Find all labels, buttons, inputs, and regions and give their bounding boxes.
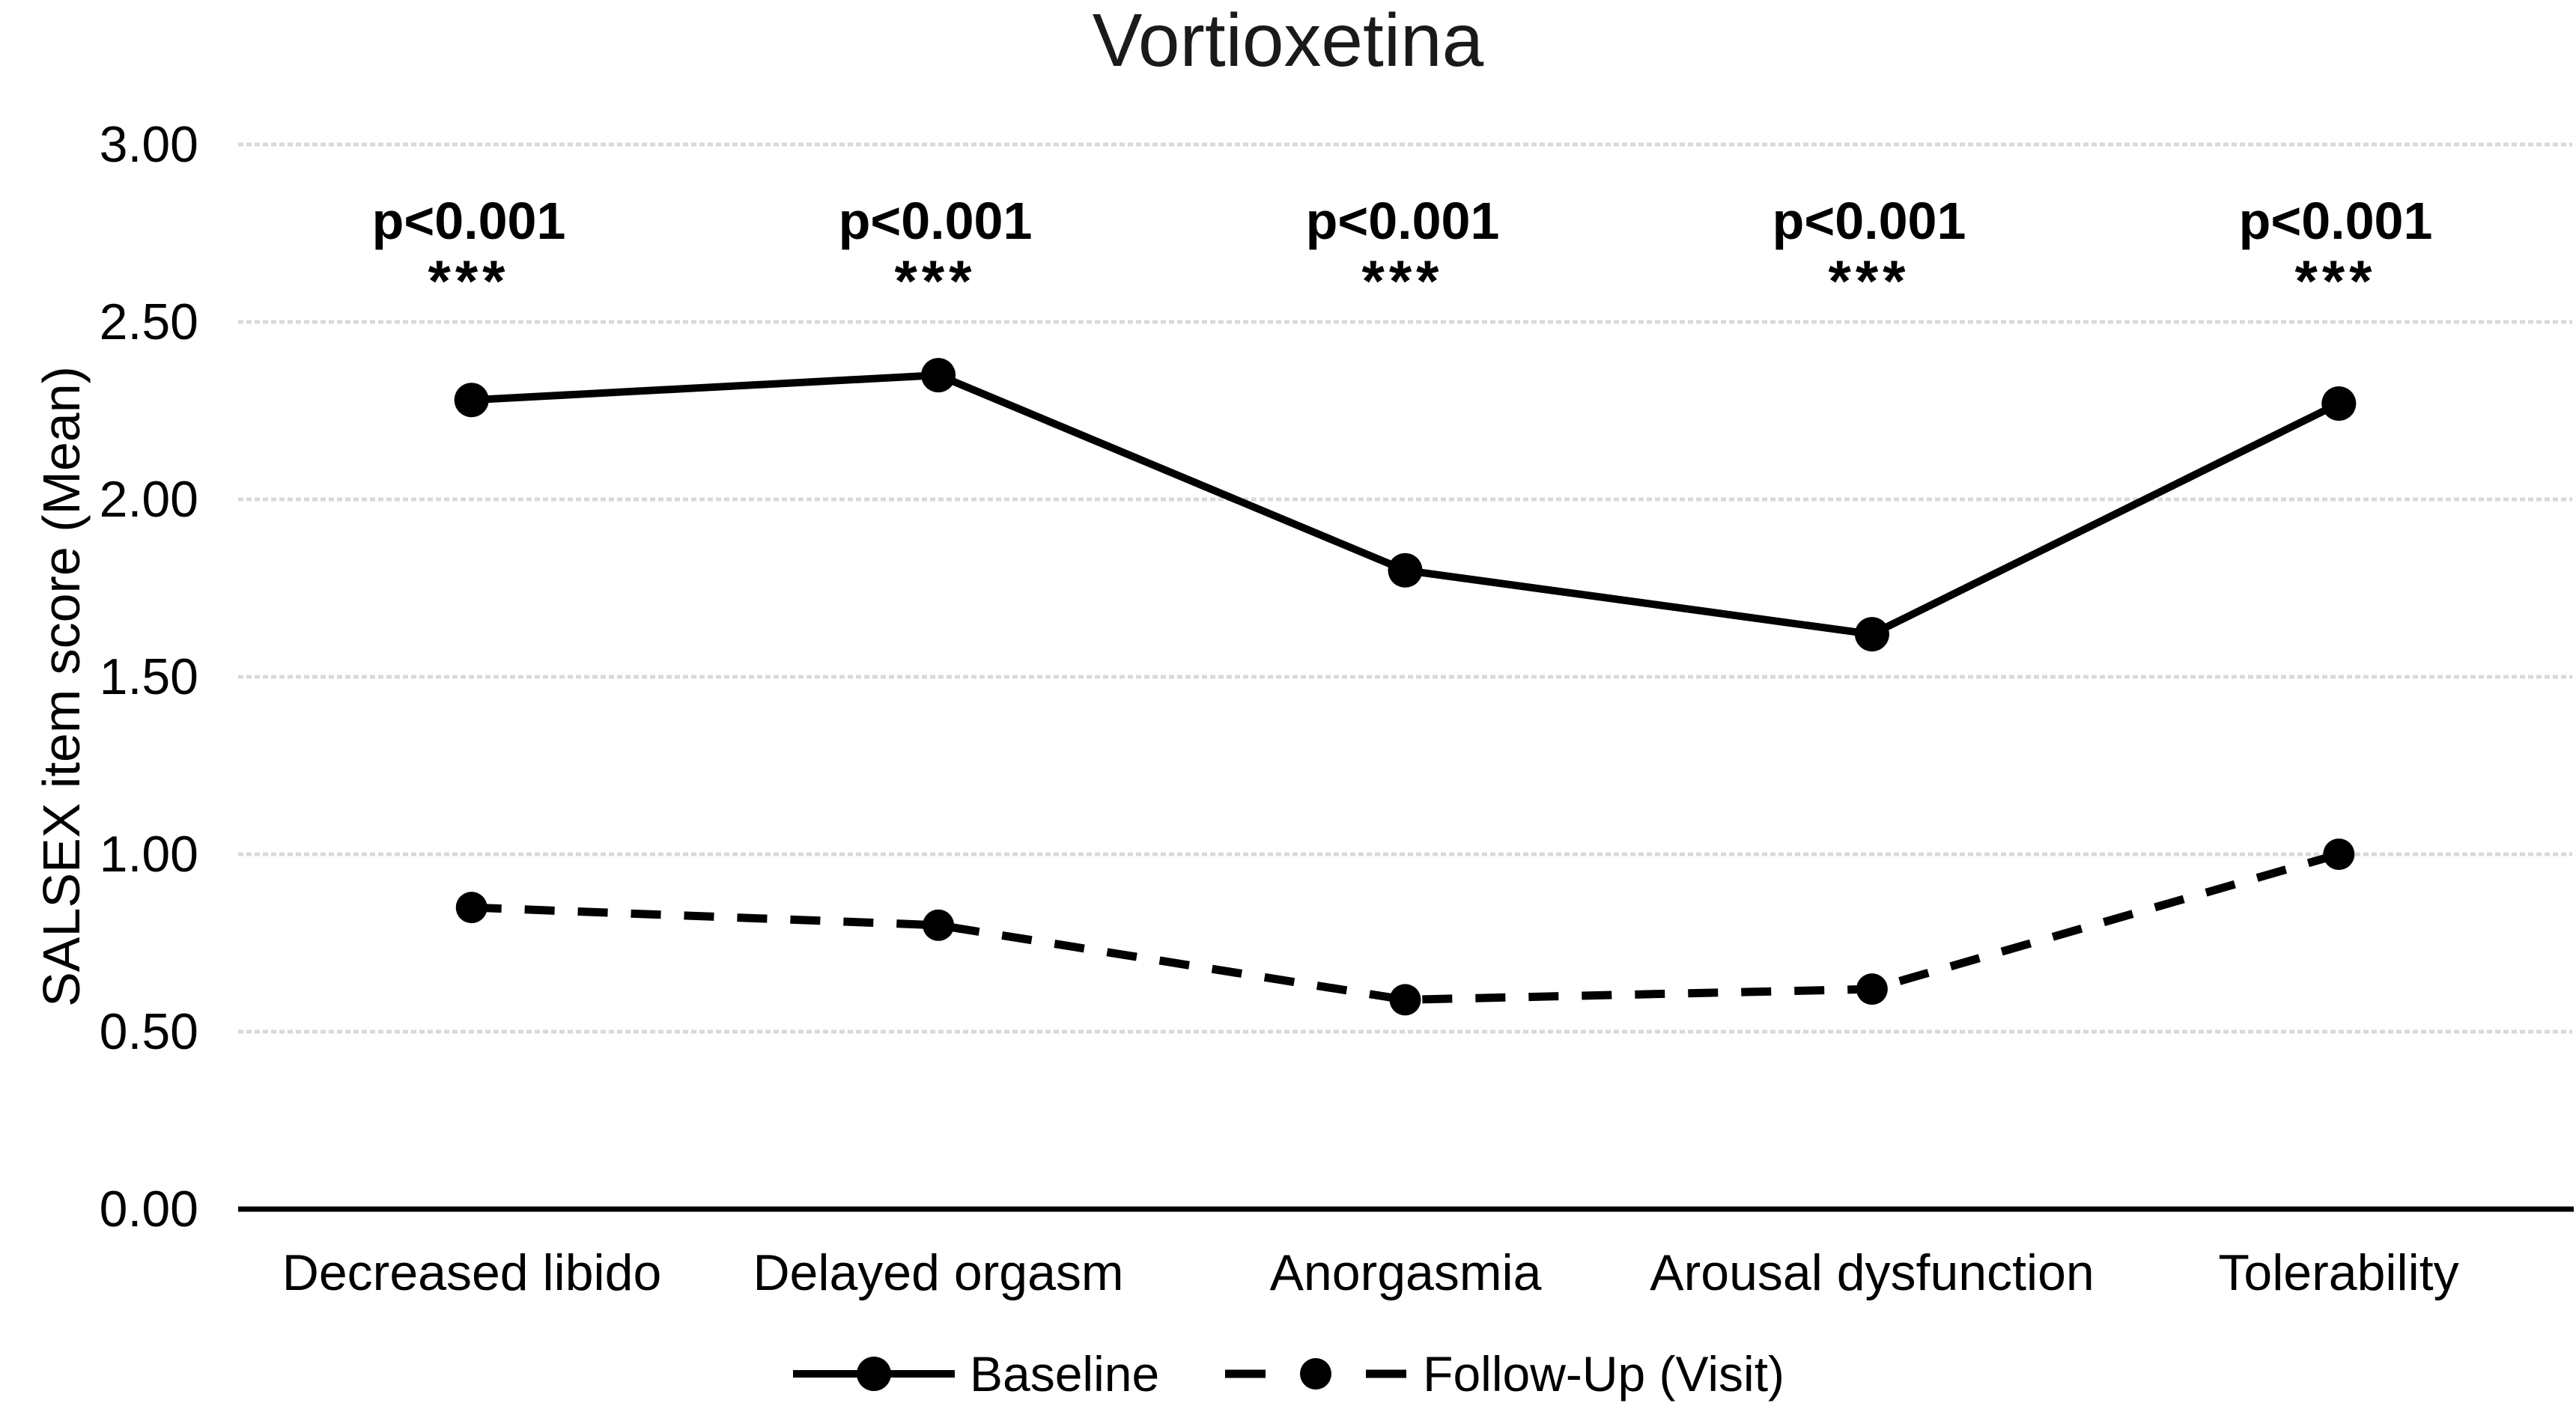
p-value-annotation: p<0.001 [1772,192,1966,250]
significance-stars: *** [894,248,976,314]
legend-label-followup: Follow-Up (Visit) [1423,1346,1785,1402]
p-value-annotation: p<0.001 [1305,192,1500,250]
x-category-label: Tolerability [2218,1244,2459,1301]
p-value-annotation: p<0.001 [838,192,1033,250]
significance-stars: *** [1361,248,1444,314]
y-tick-label: 3.00 [99,116,198,173]
p-value-annotation: p<0.001 [2238,192,2433,250]
y-tick-label: 2.50 [99,293,198,350]
y-tick-label: 2.00 [99,471,198,528]
x-category-label: Delayed orgasm [753,1244,1124,1301]
baseline-marker [1854,617,1889,652]
p-value-annotation: p<0.001 [371,192,566,250]
x-category-label: Arousal dysfunction [1650,1244,2094,1301]
baseline-marker [1388,553,1423,588]
x-category-label: Decreased libido [282,1244,662,1301]
baseline-legend-marker [792,1357,955,1391]
followup-marker [455,892,487,924]
baseline-marker [454,383,489,418]
significance-stars: *** [2294,248,2377,314]
followup-marker [1856,973,1888,1005]
significance-stars: *** [1828,248,1910,314]
legend: Baseline Follow-Up (Visit) [0,1334,2576,1414]
followup-series-line [471,850,2340,1004]
baseline-marker [921,358,956,393]
y-tick-label: 0.00 [99,1181,198,1238]
y-tick-label: 1.50 [99,648,198,705]
legend-label-baseline: Baseline [969,1346,1160,1402]
followup-marker [2323,839,2355,870]
followup-marker [1389,984,1421,1016]
followup-legend-marker [1225,1358,1407,1390]
significance-stars: *** [428,248,510,314]
legend-item-followup: Follow-Up (Visit) [1222,1345,1784,1402]
x-category-label: Anorgasmia [1269,1244,1542,1301]
baseline-marker [2321,386,2357,422]
followup-marker [923,909,955,941]
legend-item-baseline: Baseline [792,1345,1159,1402]
baseline-series-line [471,371,2341,639]
y-tick-label: 1.00 [99,826,198,883]
chart-title: Vortioxetina [1092,0,1484,82]
y-tick-label: 0.50 [99,1003,198,1060]
